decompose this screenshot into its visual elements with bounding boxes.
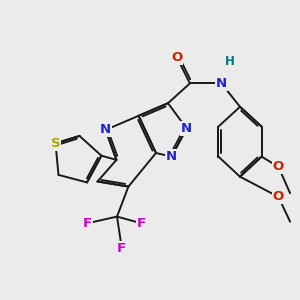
Text: S: S [51,137,60,150]
Text: N: N [166,150,177,163]
Text: H: H [225,55,234,68]
Text: O: O [273,190,284,203]
Text: O: O [171,51,183,64]
Text: O: O [273,160,284,173]
Text: F: F [117,242,126,255]
Text: N: N [216,77,227,90]
Text: N: N [181,122,192,135]
Text: F: F [83,217,92,230]
Text: F: F [136,217,146,230]
Text: N: N [100,123,111,136]
